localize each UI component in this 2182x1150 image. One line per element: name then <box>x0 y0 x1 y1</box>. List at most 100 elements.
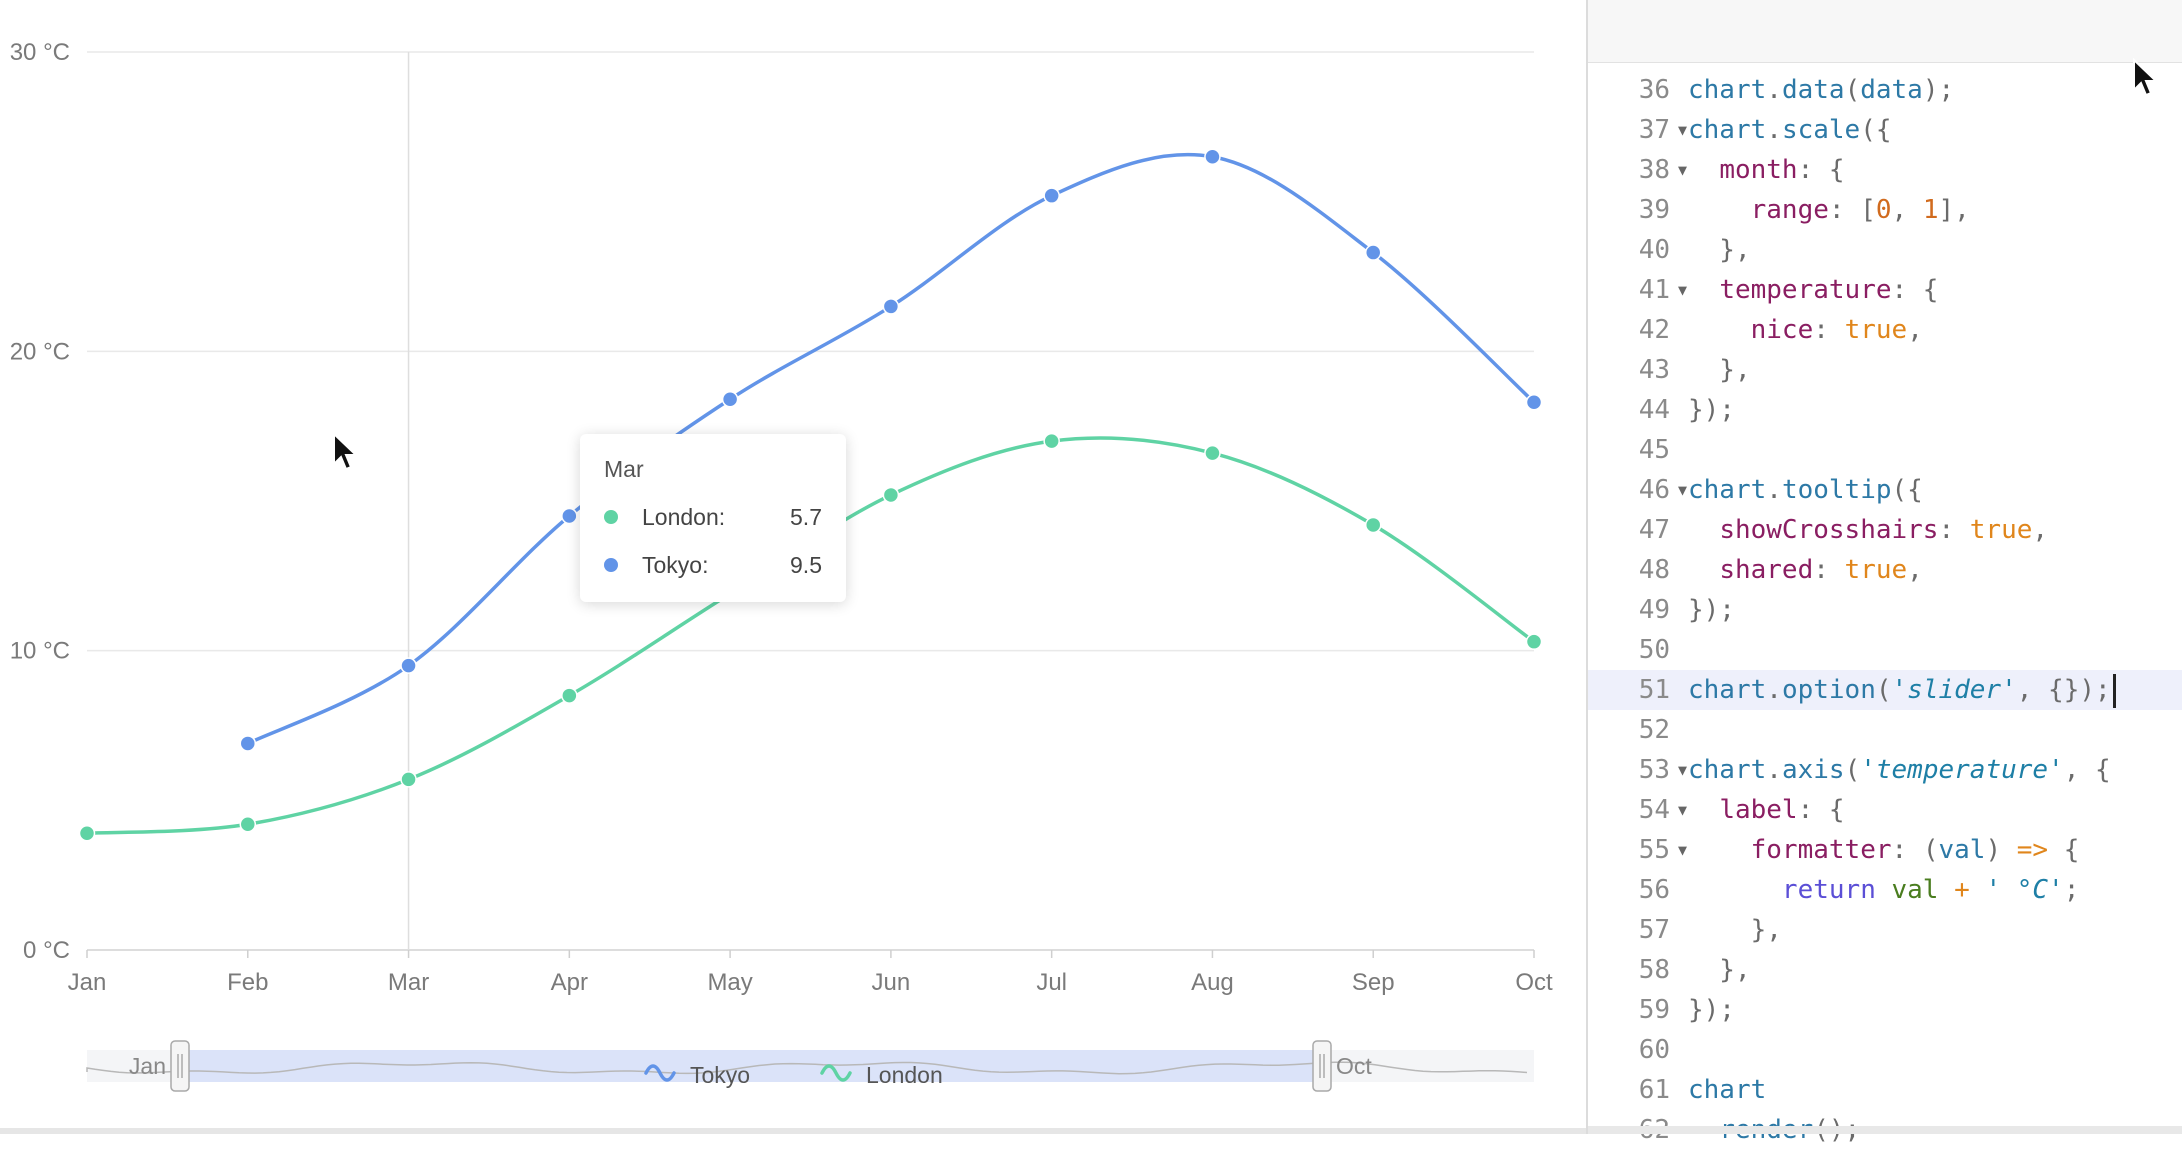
mouse-pointer-icon <box>2133 58 2158 97</box>
fold-arrow-icon[interactable]: ▼ <box>1678 161 1688 179</box>
y-tick-label: 10 °C <box>10 638 70 665</box>
data-point-london <box>561 687 578 704</box>
line-number: 49 <box>1638 595 1670 625</box>
slider-end-label: Oct <box>1336 1053 1372 1079</box>
data-point-london <box>78 825 96 842</box>
code-text: showCrosshairs: true, <box>1719 515 2049 545</box>
chart-tooltip: Mar London: 5.7 Tokyo: 9.5 <box>580 434 846 602</box>
line-number: 54 <box>1638 795 1670 825</box>
line-chart: 0 °C 10 °C 20 °C 30 °C Jan Feb Mar Apr May Jun Jul… <box>10 39 1553 1092</box>
x-tick-label: Oct <box>1515 969 1553 996</box>
code-line[interactable]: 61 chart <box>1588 1070 2182 1110</box>
slider-start-handle[interactable] <box>170 1040 190 1092</box>
legend-label-london[interactable]: London <box>866 1062 943 1088</box>
fold-arrow-icon[interactable]: ▼ <box>1678 121 1688 139</box>
line-number: 38 <box>1638 155 1670 185</box>
code-line[interactable]: 46 ▼ chart.tooltip({ <box>1588 470 2182 510</box>
x-tick-label: Sep <box>1352 969 1395 996</box>
code-line[interactable]: 45 <box>1588 430 2182 470</box>
line-number: 60 <box>1638 1035 1670 1065</box>
code-line[interactable]: 36 chart.data(data); <box>1588 70 2182 110</box>
code-line[interactable]: 59}); <box>1588 990 2182 1030</box>
x-tick-label: Feb <box>227 969 268 996</box>
data-point-tokyo <box>882 298 900 315</box>
code-line[interactable]: 56 return val + ' °C'; <box>1588 870 2182 910</box>
data-point-london <box>1525 633 1543 650</box>
code-text: shared: true, <box>1719 555 1923 585</box>
code-line[interactable]: 57 }, <box>1588 910 2182 950</box>
code-line[interactable]: 38 ▼ month: { <box>1588 150 2182 190</box>
data-point-tokyo <box>400 657 417 674</box>
x-tick-label: Jul <box>1036 969 1067 996</box>
legend-label-tokyo[interactable]: Tokyo <box>690 1062 750 1088</box>
fold-arrow-icon[interactable]: ▼ <box>1678 281 1688 299</box>
x-tick-label: Apr <box>551 969 588 996</box>
code-line[interactable]: 37 ▼ chart.scale({ <box>1588 110 2182 150</box>
text-cursor <box>2112 673 2116 708</box>
code-text: chart <box>1688 1075 1767 1105</box>
line-number: 59 <box>1638 995 1670 1025</box>
line-number: 44 <box>1638 395 1670 425</box>
series-line-tokyo <box>247 152 1536 746</box>
code-text: }); <box>1688 395 1735 425</box>
line-number: 42 <box>1638 315 1670 345</box>
fold-arrow-icon[interactable]: ▼ <box>1678 801 1688 819</box>
fold-arrow-icon[interactable]: ▼ <box>1678 841 1688 859</box>
code-text: }, <box>1688 955 1751 985</box>
data-point-tokyo <box>1525 393 1543 411</box>
line-number: 52 <box>1638 715 1670 745</box>
tooltip-series-value: 9.5 <box>790 551 822 578</box>
tooltip-series-name: Tokyo: <box>642 551 709 578</box>
line-number: 40 <box>1638 235 1670 265</box>
line-number: 55 <box>1638 835 1670 865</box>
code-line[interactable]: 42 nice: true, <box>1588 310 2182 350</box>
tokyo-dot-icon <box>604 558 618 572</box>
code-line[interactable]: 50 <box>1588 630 2182 670</box>
code-line[interactable]: 52 <box>1588 710 2182 750</box>
code-line[interactable]: 58 }, <box>1588 950 2182 990</box>
code-line[interactable]: 47 showCrosshairs: true, <box>1588 510 2182 550</box>
editor-toolbar <box>1588 0 2182 63</box>
line-number: 51 <box>1638 675 1670 705</box>
code-text: }, <box>1688 235 1751 265</box>
line-number: 37 <box>1638 115 1670 145</box>
code-line[interactable]: 60 <box>1588 1030 2182 1070</box>
code-text: }, <box>1688 915 1782 945</box>
code-line[interactable]: 48 shared: true, <box>1588 550 2182 590</box>
code-text: chart.option('slider', {}); <box>1688 670 2116 710</box>
code-editor[interactable]: 36 chart.data(data); 37 ▼ chart.scale({38 ▼ m… <box>1586 0 2182 1145</box>
code-text: chart.data(data); <box>1688 75 1955 105</box>
line-number: 36 <box>1638 75 1670 105</box>
y-tick-label: 30 °C <box>10 39 70 66</box>
code-line[interactable]: 41 ▼ temperature: { <box>1588 270 2182 310</box>
slider-start-label: Jan <box>129 1053 166 1079</box>
tooltip-row-tokyo: Tokyo: 9.5 <box>604 551 822 579</box>
code-line[interactable]: 55 ▼ formatter: (val) => { <box>1588 830 2182 870</box>
mouse-pointer-icon <box>333 432 358 471</box>
code-line[interactable]: 51 chart.option('slider', {}); <box>1588 670 2182 710</box>
fold-arrow-icon[interactable]: ▼ <box>1678 481 1688 499</box>
tooltip-series-name: London: <box>642 503 726 530</box>
x-tick-label: May <box>707 969 752 996</box>
code-line[interactable]: 53 ▼ chart.axis('temperature', { <box>1588 750 2182 790</box>
code-line[interactable]: 49}); <box>1588 590 2182 630</box>
code-line[interactable]: 54 ▼ label: { <box>1588 790 2182 830</box>
code-text: formatter: (val) => { <box>1750 835 2080 865</box>
code-line[interactable]: 39 range: [0, 1], <box>1588 190 2182 230</box>
chart-panel: 0 °C 10 °C 20 °C 30 °C Jan Feb Mar Apr May Jun Jul… <box>9 39 1553 1092</box>
fold-arrow-icon[interactable]: ▼ <box>1678 761 1688 779</box>
data-point-london <box>239 816 257 833</box>
slider-end-handle[interactable] <box>1312 1040 1332 1092</box>
editor-scrollbar-track[interactable] <box>1588 1126 2182 1134</box>
code-line[interactable]: 40 }, <box>1588 230 2182 270</box>
code-lines[interactable]: 36 chart.data(data); 37 ▼ chart.scale({38 ▼ m… <box>1588 70 2182 1150</box>
code-text: chart.axis('temperature', { <box>1688 755 2111 785</box>
line-number: 57 <box>1638 915 1670 945</box>
data-point-tokyo <box>1043 187 1060 204</box>
x-tick-label: Mar <box>388 969 429 996</box>
code-line[interactable]: 44}); <box>1588 390 2182 430</box>
line-number: 43 <box>1638 355 1670 385</box>
line-number: 58 <box>1638 955 1670 985</box>
code-line[interactable]: 43 }, <box>1588 350 2182 390</box>
code-text: }, <box>1688 355 1751 385</box>
